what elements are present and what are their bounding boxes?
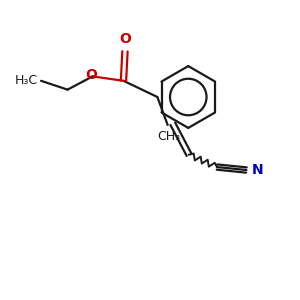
Text: O: O <box>119 32 131 46</box>
Text: CH₃: CH₃ <box>158 130 181 143</box>
Text: N: N <box>252 163 263 177</box>
Text: O: O <box>85 68 97 82</box>
Text: H₃C: H₃C <box>14 74 38 87</box>
